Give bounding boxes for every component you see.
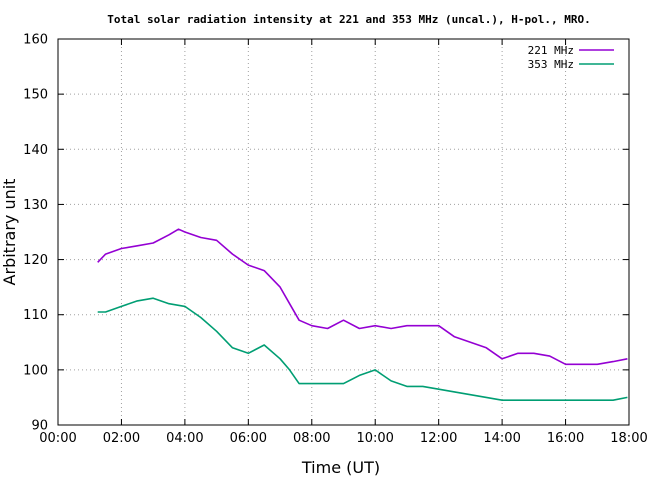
x-tick-label: 10:00 <box>356 431 393 446</box>
series-line-2 <box>97 297 628 402</box>
x-tick-label: 12:00 <box>420 431 457 446</box>
x-axis: 00:00 02:00 04:00 06:00 08:00 10:00 12:00 14:00… <box>39 39 648 446</box>
series-layer <box>97 228 628 402</box>
legend-label: 221 MHz <box>528 44 574 57</box>
y-tick-label: 100 <box>23 363 48 378</box>
x-tick-label: 14:00 <box>483 431 520 446</box>
x-tick-label: 00:00 <box>39 431 76 446</box>
y-axis: 90 100 110 120 130 140 150 160 <box>23 33 629 434</box>
x-tick-label: 04:00 <box>166 431 203 446</box>
x-axis-label: Time (UT) <box>301 458 380 477</box>
chart-title: Total solar radiation intensity at 221 a… <box>107 13 590 26</box>
y-tick-label: 140 <box>23 143 48 158</box>
x-tick-label: 08:00 <box>293 431 330 446</box>
x-tick-label: 18:00 <box>610 431 647 446</box>
y-tick-label: 120 <box>23 253 48 268</box>
x-tick-label: 16:00 <box>547 431 584 446</box>
x-tick-label: 02:00 <box>103 431 140 446</box>
y-axis-label: Arbitrary unit <box>0 179 19 286</box>
series-line-1 <box>97 228 628 366</box>
y-tick-label: 90 <box>31 419 48 434</box>
legend-label: 353 MHz <box>528 58 574 71</box>
y-tick-label: 130 <box>23 198 48 213</box>
plot-frame <box>57 38 630 426</box>
x-tick-label: 06:00 <box>230 431 267 446</box>
y-tick-label: 160 <box>23 33 48 48</box>
y-tick-label: 150 <box>23 88 48 103</box>
y-tick-label: 110 <box>23 308 48 323</box>
